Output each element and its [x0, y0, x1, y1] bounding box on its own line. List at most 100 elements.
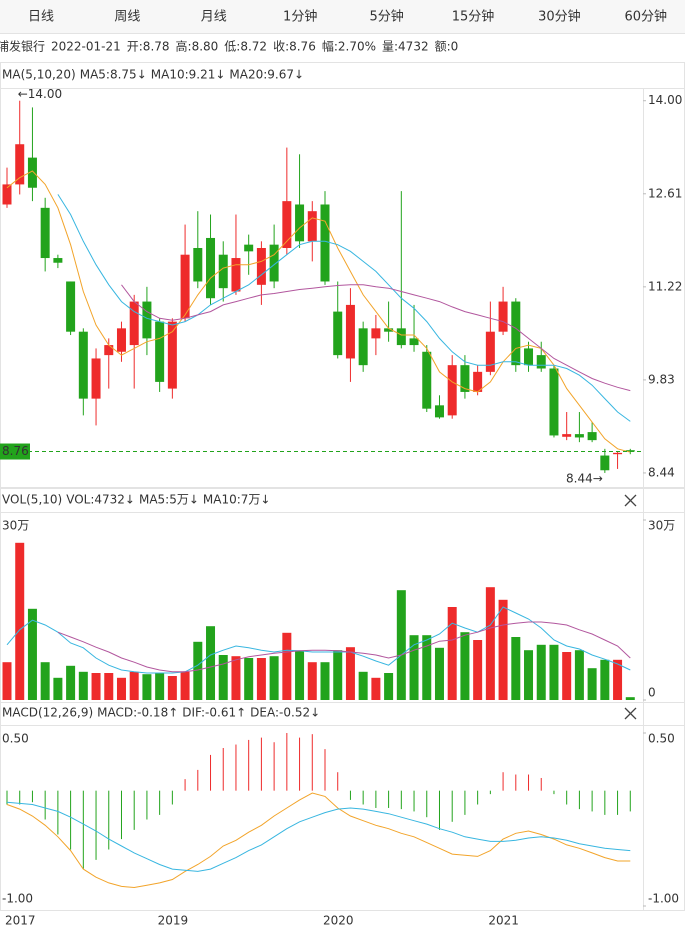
y-tick-label: -1.00: [648, 892, 679, 906]
line-series: [6, 606, 631, 674]
candle-body: [295, 204, 305, 242]
candle-body: [269, 244, 279, 282]
volume-bar: [549, 644, 559, 700]
candle-body: [434, 405, 444, 418]
volume-bar: [193, 641, 203, 700]
info-item: 开:8.78: [127, 40, 170, 54]
volume-bar: [625, 697, 635, 700]
volume-bar: [307, 662, 317, 700]
volume-bar: [116, 677, 126, 700]
legend-entry: MA10:7万↓: [203, 493, 271, 507]
y-tick-label-left: 30万: [2, 519, 29, 533]
tab-bar: [0, 0, 685, 33]
volume-bar: [53, 677, 63, 700]
candle-body: [206, 237, 216, 299]
info-item: 2022-01-21: [51, 40, 121, 54]
volume-bar: [524, 650, 534, 700]
volume-bar: [600, 659, 610, 700]
candle-body: [155, 321, 165, 382]
candle-body: [460, 365, 470, 392]
candle-body: [116, 328, 126, 352]
candle-body: [384, 328, 394, 332]
close-volume[interactable]: [624, 494, 637, 507]
legend-entry: MA5:8.75↓: [80, 68, 147, 82]
x-tick-label: 2019: [158, 914, 189, 928]
candle-body: [587, 432, 597, 441]
volume-bar: [371, 677, 381, 700]
legend-title: MACD(12,26,9): [2, 706, 93, 720]
candle-body: [498, 301, 508, 332]
candle-body: [600, 455, 610, 471]
candle-body: [409, 338, 419, 346]
volume-bar: [396, 590, 406, 700]
y-tick-label: 12.61: [648, 186, 682, 200]
volume-bar: [206, 626, 216, 700]
volume-bar: [104, 673, 114, 700]
y-tick-label: 14.00: [648, 93, 682, 107]
volume-bar: [485, 587, 495, 700]
volume-bar: [40, 662, 50, 700]
volume-bar: [345, 647, 355, 700]
candle-body: [536, 355, 546, 369]
candle-body: [524, 348, 534, 366]
tab[interactable]: 5分钟: [369, 9, 403, 25]
candle-body: [345, 304, 355, 359]
volume-bar: [142, 674, 152, 700]
candle-body: [53, 258, 63, 263]
candle-body: [358, 328, 368, 366]
candle-body: [307, 211, 317, 242]
x-tick-label: 2017: [5, 914, 36, 928]
volume-bar: [155, 673, 165, 700]
candle-body: [167, 321, 177, 389]
last-price-box: [0, 443, 30, 460]
tab[interactable]: 周线: [114, 10, 140, 25]
tab[interactable]: 60分钟: [625, 9, 668, 25]
candle-body: [613, 452, 623, 455]
y-tick-label: 30万: [648, 519, 675, 533]
candle-body: [129, 301, 139, 346]
annotation: ←14.00: [18, 87, 62, 101]
volume-bar: [15, 542, 25, 700]
candle-body: [2, 184, 12, 205]
candle-body: [333, 311, 343, 356]
tab[interactable]: 1分钟: [283, 9, 317, 25]
line-series: [6, 170, 631, 453]
tab[interactable]: 日线: [28, 10, 54, 25]
x-tick-label: 2021: [488, 914, 519, 928]
line-series: [6, 792, 631, 889]
info-item: 收:8.76: [273, 40, 316, 54]
y-tick-label: 8.44: [648, 465, 675, 479]
volume-bar: [218, 655, 228, 700]
annotation: 8.44→: [566, 471, 603, 485]
tab[interactable]: 30分钟: [538, 9, 581, 25]
legend-entry: MA20:9.67↓: [229, 68, 304, 82]
tab[interactable]: 15分钟: [452, 9, 495, 25]
candle-body: [104, 345, 114, 356]
close-macd[interactable]: [624, 707, 637, 720]
legend-entry: MA10:9.21↓: [151, 68, 226, 82]
candle-body: [447, 365, 457, 416]
volume-bar: [613, 659, 623, 700]
volume-bar: [180, 671, 190, 700]
y-tick-label: 0.50: [648, 732, 675, 746]
y-tick-label: 0: [648, 686, 656, 700]
volume-bar: [384, 673, 394, 700]
x-tick-label: 2020: [323, 914, 354, 928]
candle-body: [40, 207, 50, 259]
tab[interactable]: 月线: [201, 10, 227, 25]
last-price-label: 8.76: [2, 444, 29, 458]
candle-body: [66, 281, 76, 332]
volume-bar: [562, 652, 572, 700]
volume-bar: [422, 635, 432, 700]
candle-body: [91, 358, 101, 399]
candle-body: [625, 450, 635, 452]
candle-body: [320, 204, 330, 282]
legend-title: MA(5,10,20): [2, 68, 76, 82]
candle-body: [15, 144, 25, 185]
volume-bar: [409, 635, 419, 700]
legend-value: MACD:-0.18↑: [97, 706, 178, 720]
volume-bar: [282, 632, 292, 700]
volume-bar: [231, 656, 241, 700]
candle-body: [193, 248, 203, 282]
